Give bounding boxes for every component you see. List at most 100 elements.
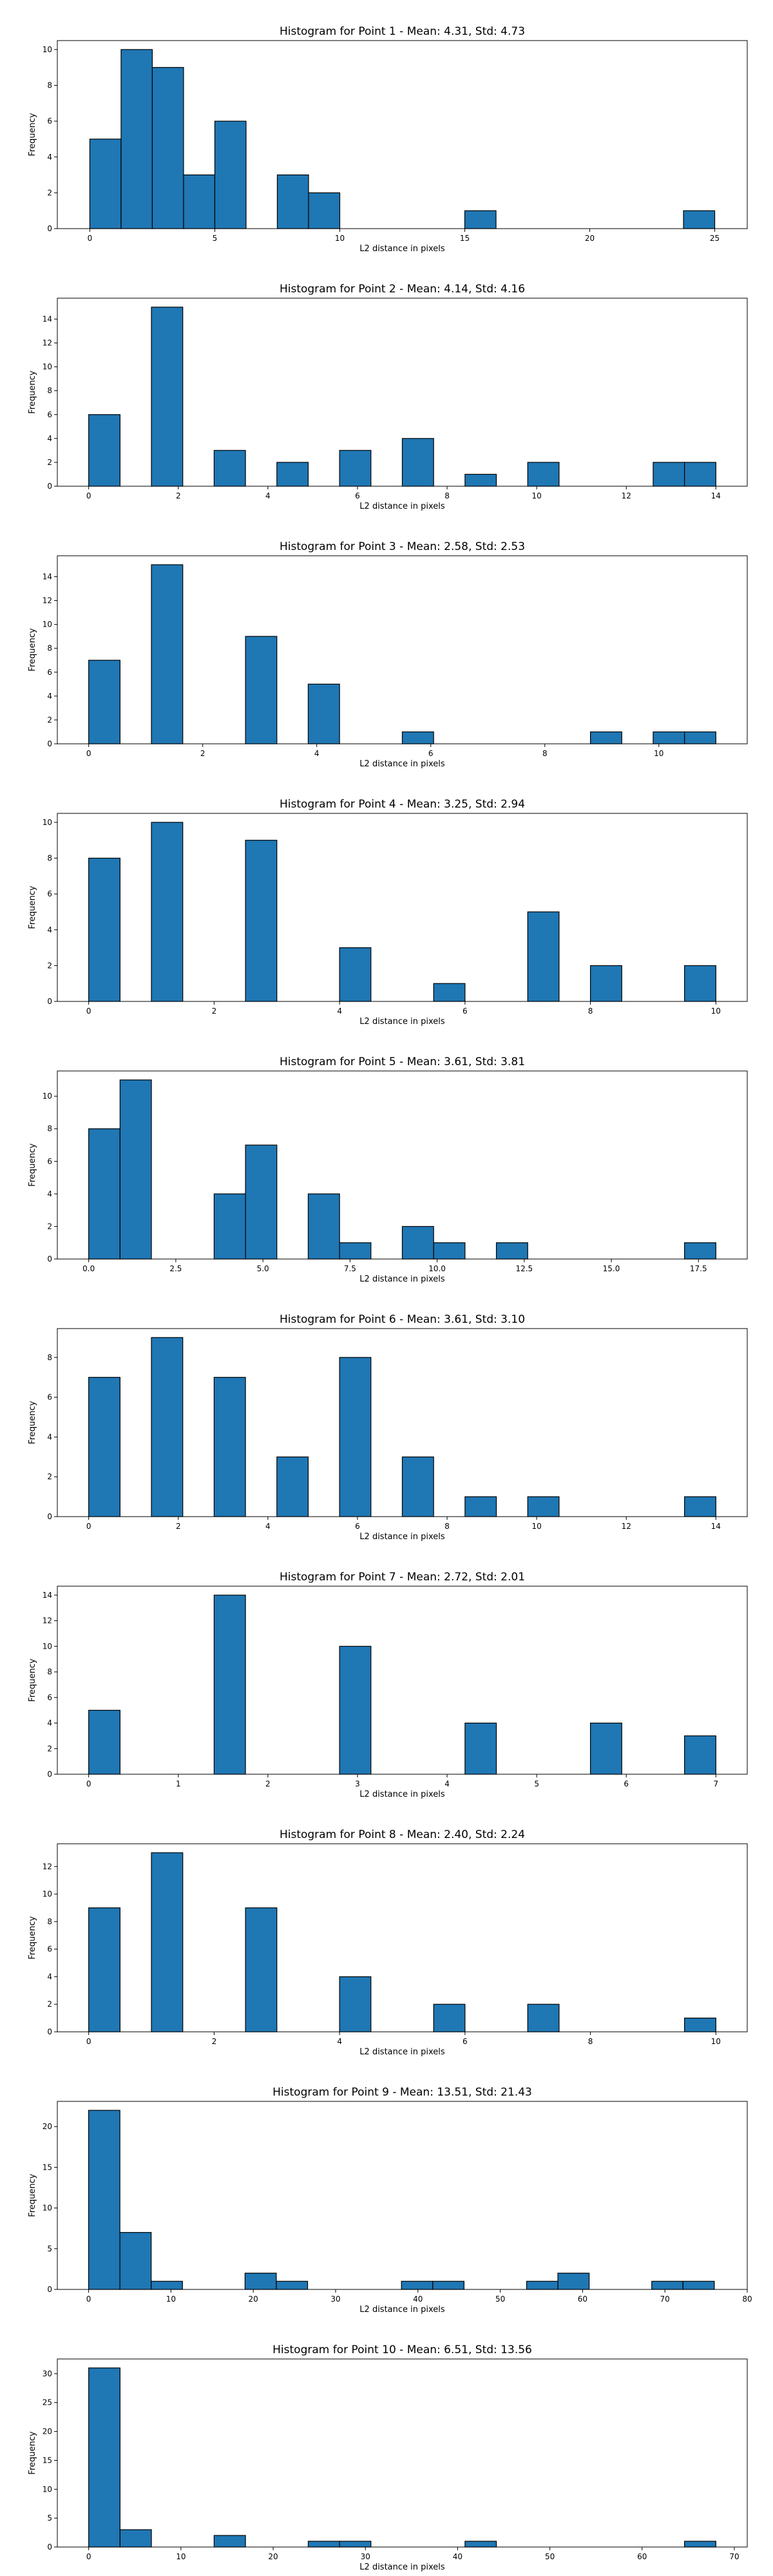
x-tick-label: 8: [444, 491, 450, 500]
x-axis-label: L2 distance in pixels: [359, 1274, 445, 1284]
y-tick-label: 0: [47, 739, 52, 748]
x-tick-label: 4: [265, 1522, 271, 1531]
histogram-bar: [589, 965, 622, 1002]
x-tick-label: 0: [88, 234, 93, 243]
histogram-bar: [433, 1242, 466, 1260]
histogram-bar: [684, 965, 716, 1002]
y-tick-label: 4: [47, 925, 52, 934]
x-tick-label: 2.5: [169, 1264, 182, 1273]
y-tick-label: 6: [47, 668, 52, 677]
histogram-bar: [308, 192, 341, 229]
y-tick-label: 4: [47, 1719, 52, 1728]
histogram-bar: [401, 731, 434, 744]
y-tick-label: 8: [47, 1917, 52, 1926]
histogram-bar: [119, 2529, 152, 2548]
x-tick-label: 3: [355, 1779, 360, 1788]
x-tick-label: 70: [660, 2295, 670, 2304]
histogram-bar: [339, 450, 372, 487]
y-tick-label: 8: [47, 1667, 52, 1676]
x-tick-label: 2: [212, 2037, 217, 2046]
y-tick-label: 0: [47, 224, 52, 233]
histogram-bar: [276, 1456, 309, 1517]
x-tick-label: 15: [460, 234, 470, 243]
x-tick-label: 0: [86, 1007, 91, 1016]
y-tick-label: 6: [47, 117, 52, 126]
y-tick-label: 0: [47, 1255, 52, 1264]
chart-title: Histogram for Point 6 - Mean: 3.61, Std:…: [280, 1313, 525, 1326]
histogram-bar: [276, 174, 309, 229]
histogram-bar: [339, 1357, 372, 1517]
axes-frame: [57, 1328, 748, 1517]
chart-title: Histogram for Point 8 - Mean: 2.40, Std:…: [280, 1828, 525, 1841]
x-tick-label: 14: [711, 1522, 721, 1531]
histogram-bar: [339, 1976, 372, 2032]
y-tick-label: 0: [47, 997, 52, 1006]
histogram-bar: [88, 1710, 120, 1775]
histogram-bar: [401, 1456, 434, 1517]
y-tick-label: 12: [43, 1616, 52, 1625]
x-tick-label: 25: [710, 234, 720, 243]
axes-frame: [57, 40, 748, 229]
histogram-bar: [684, 2018, 716, 2032]
histogram-bar: [589, 1722, 622, 1775]
y-axis-label: Frequency: [28, 2174, 37, 2217]
histogram-bar: [464, 2541, 497, 2548]
y-axis-label: Frequency: [28, 370, 37, 413]
x-tick-label: 0: [86, 1522, 91, 1531]
histogram-bar: [339, 1242, 372, 1260]
x-tick-label: 2: [200, 749, 205, 758]
y-axis-label: Frequency: [28, 113, 37, 156]
y-tick-label: 25: [43, 2398, 52, 2407]
x-tick-label: 10: [654, 749, 663, 758]
x-axis-label: L2 distance in pixels: [359, 2305, 445, 2315]
x-axis-label: L2 distance in pixels: [359, 244, 445, 254]
histogram-bar: [464, 210, 497, 229]
histogram-bar: [432, 2280, 464, 2290]
histogram-bar: [684, 1242, 716, 1260]
histogram-bar: [151, 2280, 183, 2290]
y-tick-label: 4: [47, 1972, 52, 1981]
histogram-bar: [684, 462, 716, 487]
y-tick-label: 6: [47, 889, 52, 898]
y-tick-label: 30: [43, 2369, 52, 2378]
x-tick-label: 2: [265, 1779, 271, 1788]
histogram-bar: [245, 1907, 278, 2032]
y-tick-label: 10: [43, 620, 52, 629]
y-tick-label: 10: [43, 2204, 52, 2213]
y-tick-label: 15: [43, 2456, 52, 2465]
x-tick-label: 7: [713, 1779, 718, 1788]
x-tick-label: 6: [463, 1007, 468, 1016]
y-tick-label: 20: [43, 2122, 52, 2131]
x-tick-label: 0: [86, 749, 91, 758]
y-tick-label: 6: [47, 1393, 52, 1402]
x-tick-label: 4: [444, 1779, 450, 1788]
x-tick-label: 30: [330, 2295, 340, 2304]
histogram-bar: [401, 1226, 434, 1260]
y-tick-label: 15: [43, 2163, 52, 2172]
y-tick-label: 6: [47, 410, 52, 419]
y-axis-label: Frequency: [28, 1401, 37, 1444]
x-tick-label: 6: [355, 1522, 360, 1531]
y-tick-label: 0: [47, 2543, 52, 2552]
x-tick-label: 8: [444, 1522, 450, 1531]
histogram-bar: [213, 450, 246, 487]
x-tick-label: 17.5: [690, 1264, 707, 1273]
x-tick-label: 2: [176, 491, 181, 500]
x-tick-label: 5: [213, 234, 218, 243]
x-tick-label: 14: [711, 491, 721, 500]
y-tick-label: 0: [47, 2027, 52, 2036]
axes-frame: [57, 1586, 748, 1775]
x-tick-label: 4: [265, 491, 271, 500]
histogram-panel-2: Histogram for Point 2 - Mean: 4.14, Std:…: [28, 283, 748, 511]
histogram-bar: [401, 438, 434, 487]
x-tick-label: 15.0: [603, 1264, 620, 1273]
chart-title: Histogram for Point 2 - Mean: 4.14, Std:…: [280, 283, 525, 296]
x-axis-label: L2 distance in pixels: [359, 759, 445, 769]
chart-title: Histogram for Point 9 - Mean: 13.51, Std…: [272, 2086, 532, 2099]
histogram-bar: [119, 2231, 152, 2290]
x-tick-label: 1: [176, 1779, 181, 1788]
x-tick-label: 0: [86, 2295, 91, 2304]
x-tick-label: 4: [337, 1007, 342, 1016]
chart-title: Histogram for Point 10 - Mean: 6.51, Std…: [272, 2344, 532, 2356]
x-axis-label: L2 distance in pixels: [359, 2047, 445, 2057]
